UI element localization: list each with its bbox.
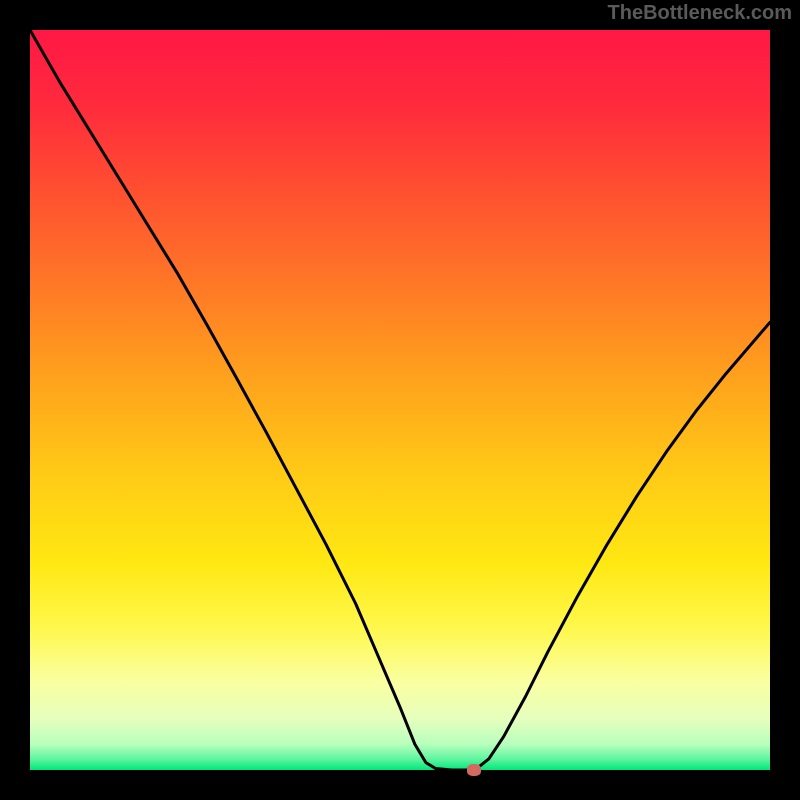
watermark-text: TheBottleneck.com (608, 2, 792, 25)
curve-path (30, 30, 770, 770)
viewport: TheBottleneck.com (0, 0, 800, 800)
bottleneck-curve (30, 30, 770, 770)
plot-area (30, 30, 770, 770)
sweet-spot-marker (467, 764, 481, 776)
